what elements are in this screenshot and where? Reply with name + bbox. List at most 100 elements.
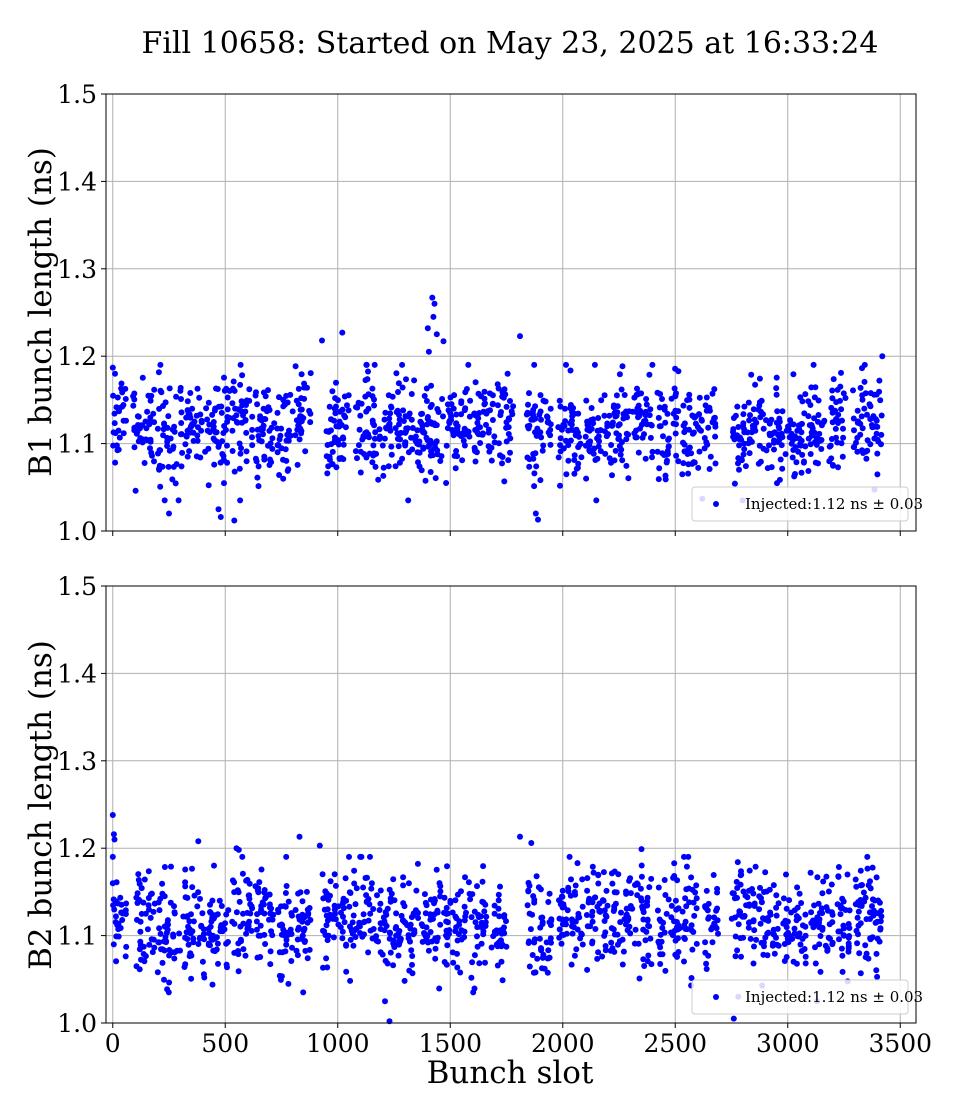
data-point xyxy=(360,884,367,891)
data-point xyxy=(773,391,780,398)
data-point xyxy=(345,407,352,414)
data-point xyxy=(301,939,308,945)
data-point xyxy=(156,907,163,914)
data-point xyxy=(154,425,161,432)
data-point xyxy=(179,449,186,456)
data-point xyxy=(237,936,244,943)
data-point xyxy=(156,447,163,454)
data-point xyxy=(427,929,434,935)
data-point xyxy=(621,392,628,398)
data-point xyxy=(219,451,226,457)
y-tick-label: 1.4 xyxy=(57,167,97,196)
data-point xyxy=(123,900,130,907)
data-point xyxy=(807,869,814,876)
data-point xyxy=(563,921,569,928)
data-point xyxy=(619,457,626,464)
data-point xyxy=(460,437,467,444)
data-point xyxy=(619,961,626,968)
data-point xyxy=(268,424,275,431)
data-point xyxy=(469,959,476,966)
x-tick-label: 500 xyxy=(201,1029,249,1058)
data-point xyxy=(441,894,448,901)
data-point xyxy=(838,945,845,952)
data-point xyxy=(191,418,198,425)
data-point xyxy=(810,924,817,931)
data-point xyxy=(655,884,662,891)
data-point xyxy=(548,922,554,929)
b1-legend-label: Injected:1.12 ns ± 0.03 xyxy=(745,495,923,513)
data-point xyxy=(240,946,247,953)
data-point xyxy=(546,954,553,961)
data-point xyxy=(638,846,645,853)
data-point xyxy=(346,853,352,860)
data-point xyxy=(461,934,468,941)
data-point xyxy=(111,836,118,843)
data-point xyxy=(162,934,169,940)
data-point xyxy=(483,421,489,428)
data-point xyxy=(547,935,554,942)
data-point xyxy=(786,897,793,904)
data-point xyxy=(453,915,460,922)
data-point xyxy=(655,414,662,421)
data-point xyxy=(295,924,302,931)
data-point xyxy=(133,430,140,437)
data-point xyxy=(730,429,736,435)
data-point xyxy=(608,442,615,448)
data-point xyxy=(248,927,255,934)
data-point xyxy=(770,931,777,937)
data-point xyxy=(118,380,125,387)
data-point xyxy=(663,459,670,466)
data-point xyxy=(190,935,197,942)
data-point xyxy=(182,879,189,886)
data-point xyxy=(459,457,466,464)
data-point xyxy=(839,895,846,902)
data-point xyxy=(654,389,661,396)
data-point xyxy=(236,898,243,905)
data-point xyxy=(788,430,795,437)
data-point xyxy=(851,427,857,434)
data-point xyxy=(377,926,384,932)
data-point xyxy=(688,874,695,881)
data-point xyxy=(812,960,819,967)
data-point xyxy=(649,361,656,368)
data-point xyxy=(478,940,485,947)
data-point xyxy=(591,361,598,368)
data-point xyxy=(481,388,488,395)
data-point xyxy=(530,416,537,423)
data-point xyxy=(475,415,482,422)
data-point xyxy=(728,915,735,922)
data-point xyxy=(283,392,290,399)
data-point xyxy=(358,400,365,407)
data-point xyxy=(740,451,747,458)
data-point xyxy=(431,300,438,307)
y-tick-label: 1.2 xyxy=(57,834,97,863)
data-point xyxy=(275,906,281,913)
data-point xyxy=(827,442,834,449)
data-point xyxy=(816,941,823,948)
data-point xyxy=(373,937,380,944)
data-point xyxy=(579,903,586,910)
data-point xyxy=(491,433,498,440)
data-point xyxy=(146,906,152,913)
data-point xyxy=(611,948,618,955)
data-point xyxy=(751,927,758,934)
data-point xyxy=(646,884,653,891)
data-point xyxy=(347,936,354,943)
data-point xyxy=(627,890,634,897)
data-point xyxy=(690,929,697,935)
data-point xyxy=(701,445,708,452)
data-point xyxy=(680,402,687,409)
data-point xyxy=(583,397,590,404)
data-point xyxy=(571,952,578,959)
data-point xyxy=(588,405,595,411)
data-point xyxy=(802,911,809,918)
data-point xyxy=(558,940,565,947)
data-point xyxy=(857,882,864,889)
y-tick-label: 1.0 xyxy=(57,517,97,546)
data-point xyxy=(480,430,486,437)
data-point xyxy=(201,974,208,981)
data-point xyxy=(135,871,142,878)
data-point xyxy=(324,470,331,477)
data-point xyxy=(444,942,451,949)
data-point xyxy=(878,412,885,419)
